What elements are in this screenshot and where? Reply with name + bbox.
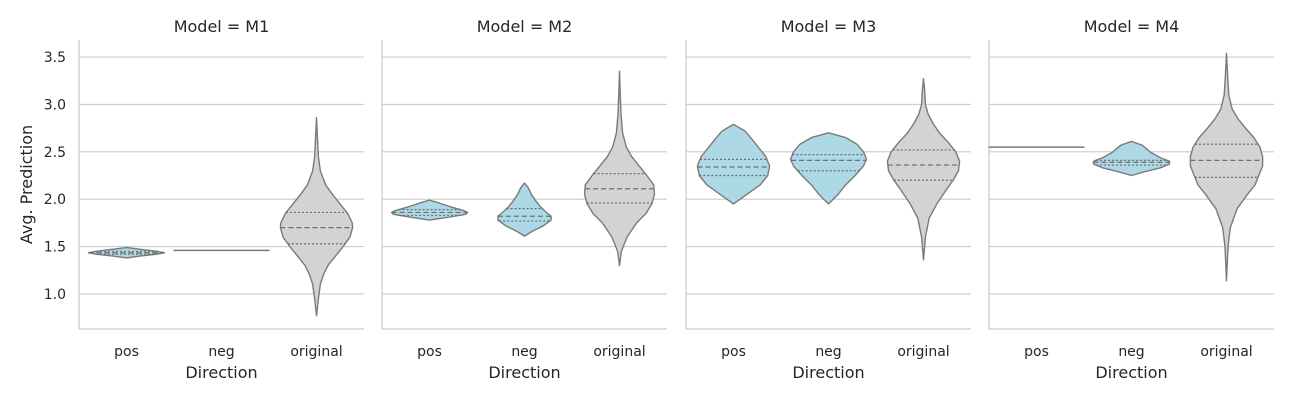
x-tick-label: pos bbox=[417, 344, 442, 360]
y-axis-title: Avg. Prediction bbox=[17, 125, 36, 244]
x-tick-label: original bbox=[897, 344, 949, 360]
x-tick-label: pos bbox=[114, 344, 139, 360]
facet-panel-4: Model = M4 pos neg original Direction bbox=[988, 17, 1274, 382]
y-tick-label: 1.5 bbox=[44, 240, 66, 256]
y-tick-label: 2.5 bbox=[44, 145, 66, 161]
x-tick-label: pos bbox=[721, 344, 746, 360]
violin-original bbox=[1189, 52, 1264, 282]
x-tick-label: neg bbox=[511, 344, 537, 360]
violin-neg bbox=[1092, 140, 1171, 177]
y-tick-label: 2.0 bbox=[44, 192, 66, 208]
facet-title: Model = M2 bbox=[477, 17, 573, 36]
y-tick-label: 3.0 bbox=[44, 97, 66, 113]
violin-neg bbox=[789, 132, 868, 205]
facet-panel-1: 1.0 1.5 2.0 2.5 3.0 3.5 Avg. Prediction Model =… bbox=[17, 17, 364, 382]
x-axis-title: Direction bbox=[1095, 363, 1167, 382]
facet-title: Model = M3 bbox=[781, 17, 877, 36]
y-tick-label: 3.5 bbox=[44, 50, 66, 66]
x-tick-label: neg bbox=[1118, 344, 1144, 360]
facet-title: Model = M4 bbox=[1084, 17, 1180, 36]
x-tick-label: neg bbox=[208, 344, 234, 360]
x-tick-label: original bbox=[290, 344, 342, 360]
facet-panel-3: Model = M3 pos neg original Direction bbox=[685, 17, 971, 382]
violin-neg bbox=[497, 182, 552, 237]
x-tick-label: original bbox=[593, 344, 645, 360]
x-axis-title: Direction bbox=[185, 363, 257, 382]
x-tick-label: neg bbox=[815, 344, 841, 360]
violin-original bbox=[886, 78, 961, 261]
violin-original bbox=[583, 70, 656, 267]
panels-layer: 1.0 1.5 2.0 2.5 3.0 3.5 Avg. Prediction Model =… bbox=[17, 17, 1274, 382]
x-tick-label: original bbox=[1200, 344, 1252, 360]
x-tick-label: pos bbox=[1024, 344, 1049, 360]
facet-title: Model = M1 bbox=[174, 17, 270, 36]
violin-pos bbox=[696, 123, 771, 205]
x-axis-title: Direction bbox=[488, 363, 560, 382]
x-axis-title: Direction bbox=[792, 363, 864, 382]
facet-panel-2: Model = M2 pos neg original Direction bbox=[381, 17, 667, 382]
y-tick-label: 1.0 bbox=[44, 287, 66, 303]
violin-original bbox=[279, 117, 354, 317]
